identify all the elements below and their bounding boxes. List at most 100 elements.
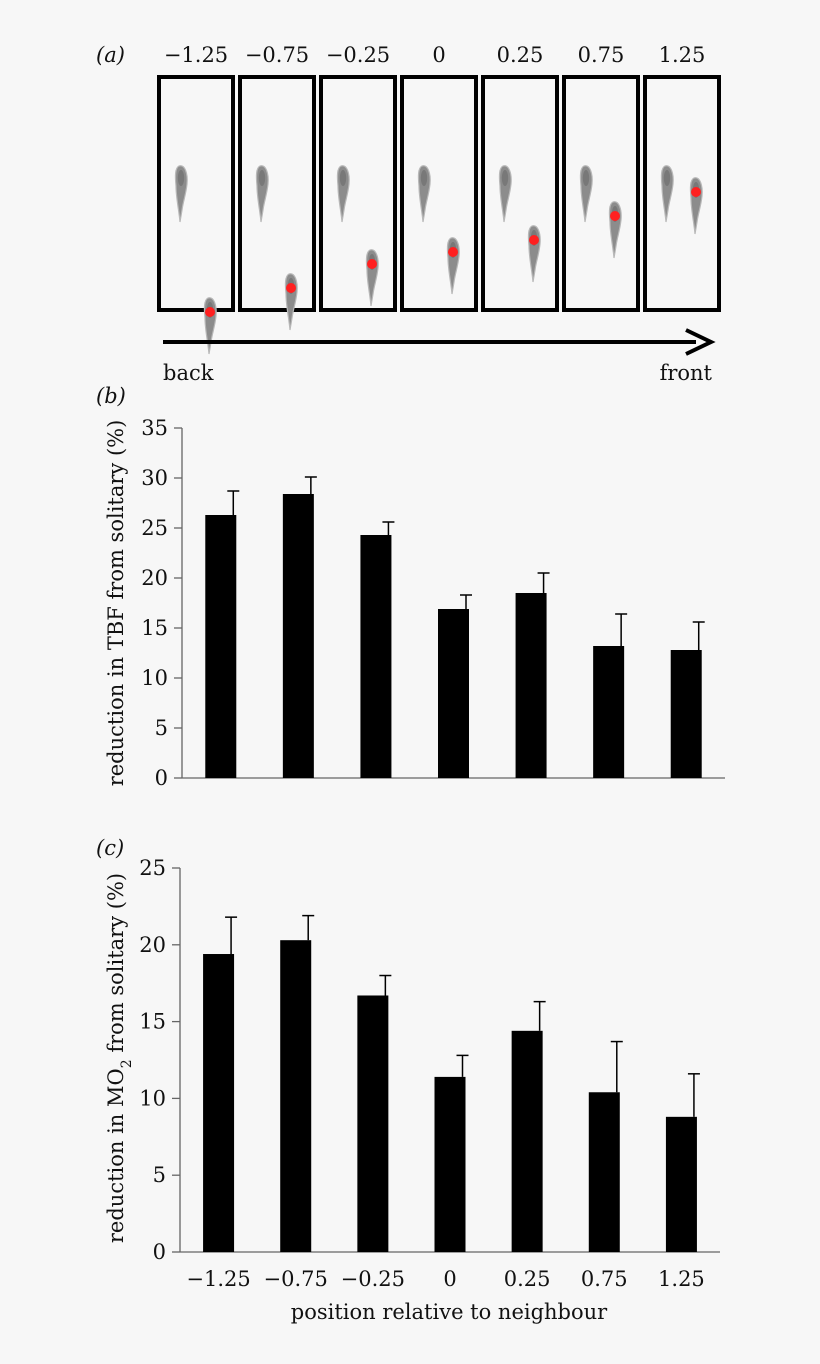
focal-fish <box>446 237 460 295</box>
neighbour-fish <box>174 165 188 223</box>
position-frame <box>238 75 316 312</box>
position-label: −0.75 <box>245 43 309 67</box>
error-bar <box>227 490 240 515</box>
panel-b-y-axis-label: reduction in TBF from solitary (%) <box>104 420 128 787</box>
focal-fish <box>527 225 541 283</box>
neighbour-fish <box>255 165 269 223</box>
panel-a-diagram: (a) −1.25 −0.75 −0.25 0 0.25 0.75 1.25 back fr… <box>96 43 721 385</box>
y-tick-label: 10 <box>139 1086 166 1110</box>
position-frames: −1.25 −0.75 −0.25 0 0.25 0.75 1.25 <box>157 43 721 355</box>
position-label: 0 <box>432 43 445 67</box>
focal-fish-marker <box>205 307 215 317</box>
neighbour-fish <box>660 165 674 223</box>
focal-fish-marker <box>286 283 296 293</box>
error-bar <box>537 572 550 593</box>
focal-fish-marker <box>610 211 620 221</box>
x-tick-label: −1.25 <box>186 1267 250 1291</box>
x-tick-label: 1.25 <box>658 1267 705 1291</box>
error-bar <box>302 914 315 941</box>
bar <box>588 1092 620 1252</box>
focal-fish <box>608 201 622 259</box>
bar <box>665 1116 697 1252</box>
y-tick-label: 15 <box>141 616 168 640</box>
focal-fish <box>203 297 217 355</box>
error-bar <box>379 974 392 996</box>
position-frame <box>319 75 397 312</box>
panel-c-x-axis-label: position relative to neighbour <box>291 1300 608 1324</box>
x-tick-label: −0.25 <box>341 1267 405 1291</box>
panel-b-label: (b) <box>96 384 126 408</box>
bar <box>670 650 702 778</box>
bar <box>511 1030 543 1252</box>
focal-fish-marker <box>448 247 458 257</box>
y-tick-label: 5 <box>155 716 168 740</box>
position-frame <box>157 75 235 312</box>
error-bar <box>304 476 317 494</box>
position-label: 0.75 <box>578 43 625 67</box>
error-bar <box>225 916 238 955</box>
neighbour-fish <box>336 165 350 223</box>
bar <box>438 609 469 778</box>
y-tick-label: 10 <box>141 666 168 690</box>
panel-c-y-axis-label: reduction in MO2 from solitary (%) <box>104 873 135 1243</box>
position-frame <box>481 75 559 312</box>
bar <box>357 995 389 1252</box>
error-bar <box>460 594 472 609</box>
x-tick-label: 0.75 <box>581 1267 628 1291</box>
panel-c-chart: (c) reduction in MO2 from solitary (%) 0… <box>96 836 720 1324</box>
error-bar <box>382 521 395 535</box>
panel-b-plot-area: 0 5 10 15 20 25 30 35 <box>141 416 725 790</box>
panel-c-label: (c) <box>96 836 124 860</box>
y-tick-label: 0 <box>153 1240 166 1264</box>
position-label: −1.25 <box>164 43 228 67</box>
neighbour-fish <box>498 165 512 223</box>
position-label: 1.25 <box>659 43 706 67</box>
neighbour-fish <box>579 165 593 223</box>
focal-fish-marker <box>529 235 539 245</box>
error-bar <box>533 1000 546 1031</box>
position-frame <box>643 75 721 312</box>
x-tick-label: 0 <box>443 1267 456 1291</box>
bar <box>282 494 314 778</box>
y-tick-label: 25 <box>141 516 168 540</box>
position-frame <box>400 75 478 312</box>
y-tick-label: 25 <box>139 856 166 880</box>
focal-fish-marker <box>691 187 701 197</box>
position-frame <box>562 75 640 312</box>
arrow-back-label: back <box>163 361 214 385</box>
error-bar <box>610 1040 623 1093</box>
focal-fish-marker <box>367 259 377 269</box>
error-bar <box>687 1073 700 1117</box>
panel-c-plot-area: 0 5 10 15 20 25 −1.25 −0.75 −0.25 0 0.25 0.75 1.25 <box>139 856 720 1291</box>
focal-fish <box>365 249 379 307</box>
panel-b-chart: (b) reduction in TBF from solitary (%) 0… <box>96 384 725 790</box>
panel-a-label: (a) <box>96 43 125 67</box>
error-bar <box>456 1054 469 1077</box>
neighbour-fish <box>417 165 431 223</box>
bar <box>360 535 392 778</box>
bar <box>434 1076 466 1252</box>
y-tick-label: 30 <box>141 466 168 490</box>
y-tick-label: 35 <box>141 416 168 440</box>
bar <box>203 954 235 1252</box>
x-tick-label: −0.75 <box>264 1267 328 1291</box>
bar <box>280 940 312 1252</box>
y-tick-label: 15 <box>139 1010 166 1034</box>
y-tick-label: 20 <box>139 933 166 957</box>
arrow-front-label: front <box>660 361 713 385</box>
error-bar <box>692 621 705 650</box>
bar <box>515 593 547 778</box>
bar <box>205 515 237 778</box>
y-tick-label: 5 <box>153 1163 166 1187</box>
y-tick-label: 0 <box>155 766 168 790</box>
y-tick-label: 20 <box>141 566 168 590</box>
position-label: −0.25 <box>326 43 390 67</box>
focal-fish <box>689 177 703 235</box>
x-tick-label: 0.25 <box>504 1267 551 1291</box>
position-label: 0.25 <box>497 43 544 67</box>
direction-arrow-head <box>685 328 716 356</box>
focal-fish <box>284 273 298 331</box>
error-bar <box>615 613 628 646</box>
bar <box>593 646 625 778</box>
